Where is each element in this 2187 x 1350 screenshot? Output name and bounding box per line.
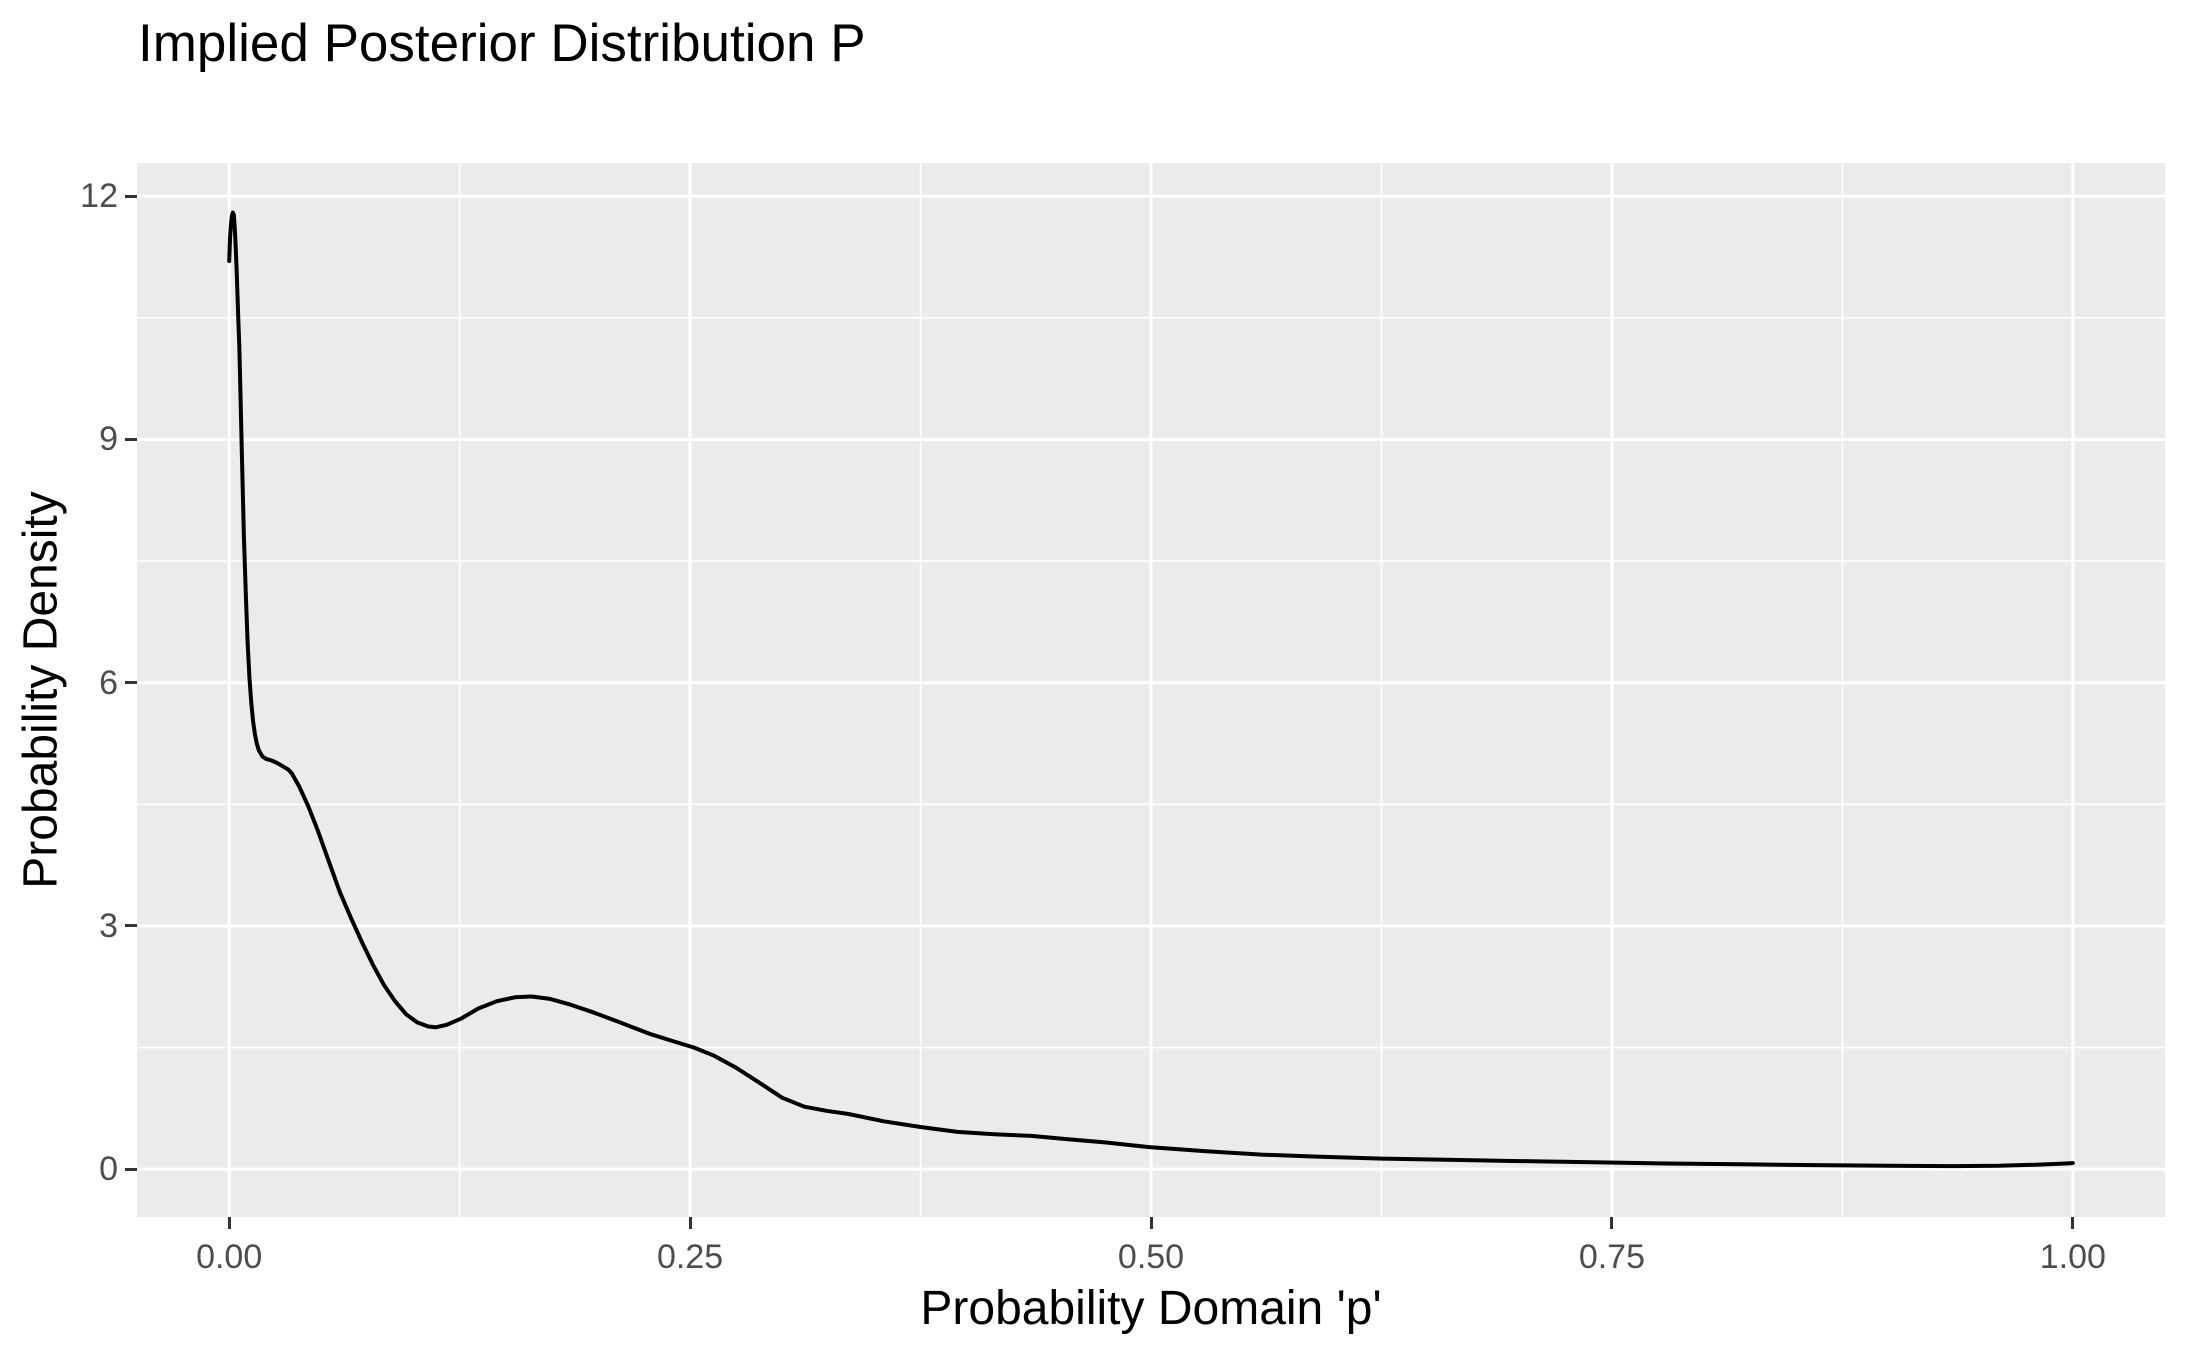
x-tick-mark bbox=[1149, 1217, 1153, 1229]
y-tick-label: 12 bbox=[80, 177, 118, 216]
y-tick-mark bbox=[125, 1167, 137, 1171]
x-tick-label: 1.00 bbox=[2039, 1238, 2106, 1276]
x-tick-label: 0.75 bbox=[1578, 1238, 1645, 1276]
y-axis-title: Probability Density bbox=[14, 491, 68, 889]
plot-title: Implied Posterior Distribution P bbox=[138, 14, 866, 73]
x-tick-label: 0.25 bbox=[656, 1238, 724, 1276]
x-tick-mark bbox=[688, 1217, 692, 1229]
x-tick-mark bbox=[1610, 1217, 1614, 1229]
y-tick-label: 6 bbox=[99, 663, 118, 702]
y-tick-mark bbox=[125, 681, 137, 685]
x-tick-mark bbox=[227, 1217, 231, 1229]
y-tick-mark bbox=[125, 194, 137, 198]
x-tick-label: 0.50 bbox=[1117, 1238, 1185, 1276]
x-tick-mark bbox=[2071, 1217, 2075, 1229]
density-curve bbox=[227, 210, 2075, 1169]
plot-panel bbox=[137, 163, 2165, 1217]
x-tick-label: 0.00 bbox=[196, 1238, 263, 1276]
y-tick-label: 3 bbox=[99, 906, 118, 945]
y-tick-label: 0 bbox=[99, 1150, 118, 1189]
y-tick-mark bbox=[125, 924, 137, 928]
plot-canvas bbox=[137, 163, 2165, 1217]
y-tick-label: 9 bbox=[99, 420, 118, 459]
y-tick-mark bbox=[125, 437, 137, 441]
x-axis-title: Probability Domain 'p' bbox=[920, 1282, 1382, 1335]
